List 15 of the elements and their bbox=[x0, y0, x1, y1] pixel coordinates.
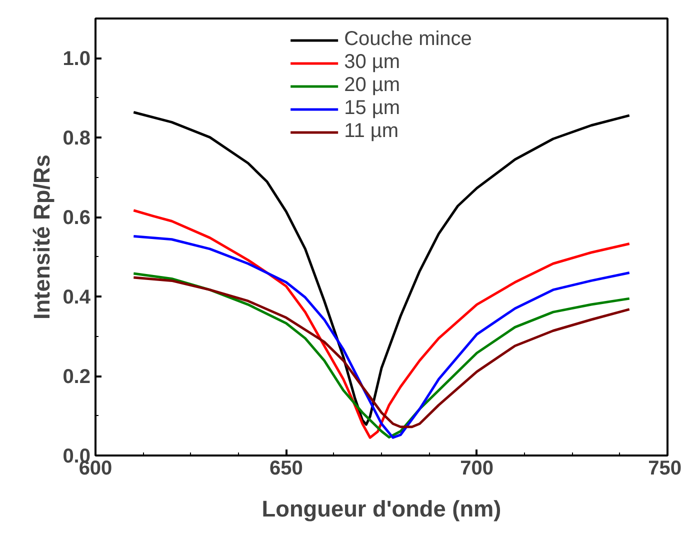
y-axis-title: Intensité Rp/Rs bbox=[28, 154, 55, 320]
x-axis-title: Longueur d'onde (nm) bbox=[262, 496, 502, 522]
y-tick-label: 0.4 bbox=[62, 286, 92, 309]
legend-label: Couche mince bbox=[344, 28, 472, 51]
y-tick-label: 1.0 bbox=[62, 48, 91, 70]
x-tick-label: 650 bbox=[269, 458, 303, 480]
y-tick-label: 0.2 bbox=[62, 366, 91, 388]
legend-label: 11 µm bbox=[344, 120, 399, 143]
y-tick-label: 0.8 bbox=[62, 128, 91, 150]
legend-label: 15 µm bbox=[344, 97, 400, 120]
x-tick-label: 750 bbox=[648, 458, 681, 480]
y-tick-label: 0.6 bbox=[62, 207, 91, 230]
legend-label: 30 µm bbox=[344, 51, 400, 74]
legend-label: 20 µm bbox=[344, 74, 400, 97]
x-tick-label: 700 bbox=[460, 458, 494, 480]
